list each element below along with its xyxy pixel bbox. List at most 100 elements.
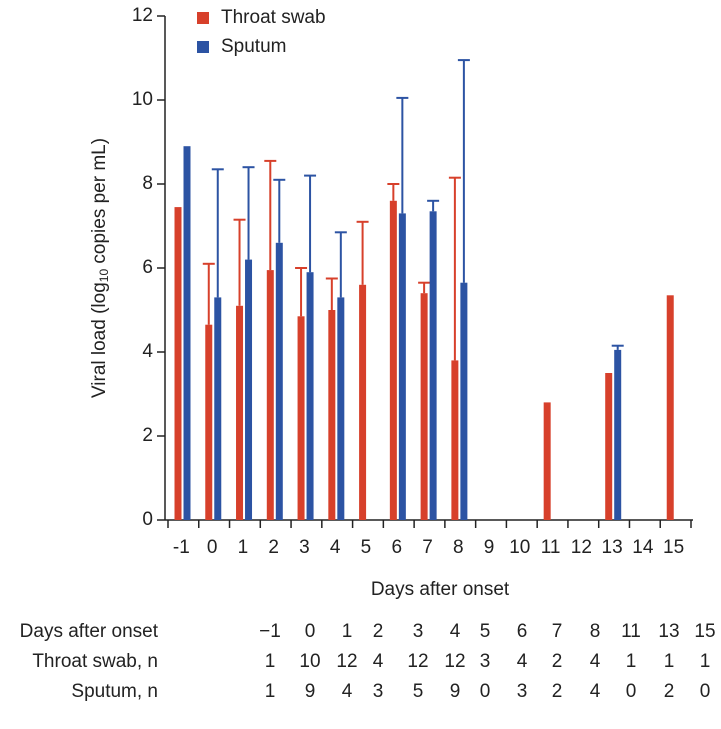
table-cell: 6 [517, 621, 528, 642]
bar [429, 211, 437, 521]
error-bar [211, 168, 224, 298]
bar [297, 316, 305, 520]
table-cell: 4 [590, 681, 601, 702]
error-bar [387, 183, 400, 201]
error-bar [304, 174, 317, 273]
error-bar [325, 277, 338, 310]
error-bar [242, 166, 255, 260]
row-label: Throat swab, n [32, 651, 158, 672]
table-cell: 1 [265, 651, 276, 672]
y-tick-label: 12 [132, 5, 153, 26]
legend-label: Throat swab [221, 7, 326, 28]
table-cell: 13 [658, 621, 679, 642]
table-cell: 5 [413, 681, 424, 702]
x-tick-label: 0 [207, 537, 218, 558]
bar [205, 324, 213, 520]
bar [605, 373, 613, 520]
legend-swatch [197, 41, 209, 53]
legend-swatch [197, 12, 209, 24]
table-cell: 7 [552, 621, 563, 642]
y-tick-label: 2 [142, 425, 153, 446]
x-tick-label: 6 [391, 537, 402, 558]
x-tick-label: 10 [509, 537, 530, 558]
table-cell: 12 [444, 651, 465, 672]
table-cell: 3 [480, 651, 491, 672]
x-tick-label: -1 [173, 537, 190, 558]
table-cell: 3 [413, 621, 424, 642]
bar [245, 259, 253, 520]
x-tick-label: 12 [571, 537, 592, 558]
y-label-part: copies per mL) [89, 138, 110, 269]
error-bar [457, 59, 470, 283]
error-bar [273, 178, 286, 243]
table-cell: 11 [621, 621, 641, 642]
x-tick-label: 13 [602, 537, 623, 558]
bar [174, 207, 182, 520]
x-tick-label: 1 [238, 537, 249, 558]
bar [614, 349, 622, 520]
error-bar [295, 267, 308, 317]
table-cell: 1 [700, 651, 711, 672]
bar [214, 297, 222, 520]
table-cell: 0 [305, 621, 316, 642]
error-bar [233, 218, 246, 306]
table-cell: 2 [664, 681, 675, 702]
table-cell: 0 [480, 681, 491, 702]
table-cell: 3 [517, 681, 528, 702]
table-cell: 2 [552, 651, 563, 672]
error-bar [264, 159, 277, 271]
y-tick-label: 6 [142, 257, 153, 278]
table-cell: 5 [480, 621, 491, 642]
x-tick-label: 14 [632, 537, 654, 558]
bar [183, 146, 191, 520]
table-cell: 4 [517, 651, 528, 672]
table-cell: −1 [259, 621, 281, 642]
table-cell: 0 [626, 681, 637, 702]
x-tick-label: 15 [663, 537, 684, 558]
bar [266, 270, 274, 520]
table-cell: 8 [590, 621, 601, 642]
error-bar [448, 176, 461, 361]
bar [543, 402, 551, 520]
table-cell: 1 [342, 621, 353, 642]
y-tick-label: 4 [142, 341, 153, 362]
x-tick-label: 8 [453, 537, 464, 558]
bar [275, 242, 283, 521]
error-bar [418, 281, 431, 294]
y-axis-label: Viral load (log10 copies per mL) [89, 138, 111, 398]
bar [306, 272, 314, 520]
table-cell: 12 [407, 651, 428, 672]
x-tick-label: 3 [299, 537, 310, 558]
bar [666, 295, 674, 520]
row-label: Sputum, n [71, 681, 158, 702]
error-bar [334, 231, 347, 298]
table-cell: 3 [373, 681, 384, 702]
bar [398, 213, 406, 520]
y-tick-label: 0 [142, 509, 153, 530]
x-axis-label: Days after onset [371, 579, 510, 600]
row-label: Days after onset [20, 621, 159, 642]
bar [337, 297, 345, 520]
table-cell: 4 [590, 651, 601, 672]
table-cell: 4 [342, 681, 353, 702]
error-bar [202, 262, 215, 325]
y-tick-label: 8 [142, 173, 153, 194]
error-bar [356, 220, 369, 285]
bar [451, 360, 459, 520]
error-bar [396, 96, 409, 214]
y-tick-label: 10 [132, 89, 153, 110]
x-tick-label: 11 [541, 537, 561, 558]
y-label-part: Viral load (log [89, 282, 110, 398]
table-cell: 9 [305, 681, 316, 702]
bar [236, 305, 244, 520]
x-tick-label: 5 [361, 537, 372, 558]
x-tick-label: 4 [330, 537, 341, 558]
table-cell: 15 [694, 621, 715, 642]
table-cell: 2 [373, 621, 384, 642]
table-cell: 4 [450, 621, 461, 642]
legend-label: Sputum [221, 36, 286, 57]
error-bar [611, 344, 624, 350]
bar [359, 284, 367, 520]
y-label-sub: 10 [97, 269, 111, 283]
